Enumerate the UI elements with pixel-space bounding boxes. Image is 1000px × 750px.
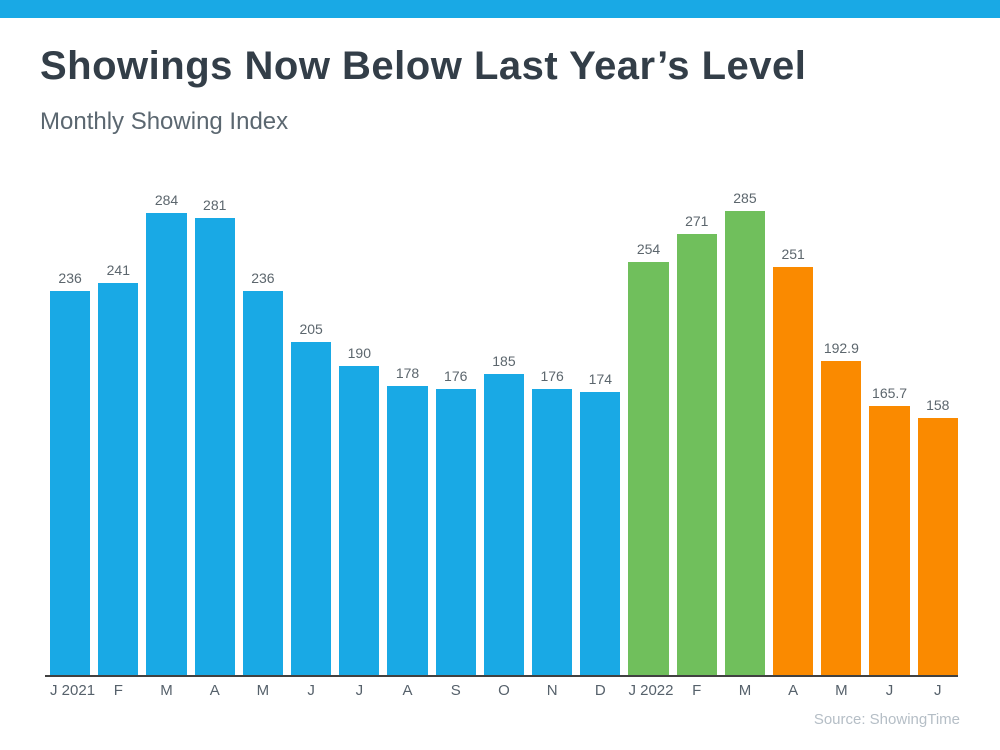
x-axis-labels: J 2021 F M A M J J A S O N D J 2022 F M A M J J <box>50 682 958 699</box>
bar <box>387 385 428 676</box>
bar-value-label: 271 <box>685 212 709 229</box>
top-accent-bar <box>0 0 1000 18</box>
bar-value-label: 192.9 <box>823 340 859 357</box>
bar-group: 158 <box>917 397 958 676</box>
x-axis-label: J 2021 <box>50 682 96 699</box>
bar <box>628 261 669 676</box>
bar <box>532 388 573 676</box>
page-title: Showings Now Below Last Year’s Level <box>40 44 807 88</box>
bar-value-label: 241 <box>106 261 130 278</box>
bar-group: 165.7 <box>869 384 910 676</box>
bar <box>242 290 284 676</box>
bar <box>724 211 766 676</box>
bar <box>676 233 717 676</box>
x-axis-line <box>45 675 958 677</box>
bar-value-label: 185 <box>492 353 516 370</box>
source-attribution: Source: ShowingTime <box>813 711 960 728</box>
bar-value-label: 251 <box>781 245 805 262</box>
x-axis-label: J <box>934 682 942 699</box>
bar-group: 190 <box>339 345 380 676</box>
bar-group: 281 <box>194 196 235 676</box>
bar-group: 176 <box>532 367 573 676</box>
page-subtitle: Monthly Showing Index <box>40 108 289 135</box>
bar-value-label: 285 <box>733 190 757 206</box>
x-axis-label: A <box>209 682 220 699</box>
x-axis-label: J <box>885 682 894 699</box>
bar <box>435 388 476 676</box>
bar-group: 285 <box>724 190 766 676</box>
bar-group: 271 <box>676 212 717 676</box>
bar-value-label: 236 <box>58 269 82 286</box>
x-axis-label: J <box>307 682 315 699</box>
bar-value-label: 284 <box>154 191 179 208</box>
x-axis-label: J <box>355 682 364 699</box>
bar-group: 251 <box>773 245 814 676</box>
bar-group: 254 <box>628 240 669 676</box>
x-axis-label: S <box>450 682 461 699</box>
bar-group: 185 <box>483 353 525 676</box>
bar-group: 178 <box>387 364 428 676</box>
x-axis-label: F <box>113 682 123 699</box>
bar <box>291 341 332 676</box>
bar-group: 241 <box>98 261 139 676</box>
bar <box>146 212 187 676</box>
x-axis-label: O <box>498 682 510 699</box>
bar-value-label: 205 <box>299 320 323 337</box>
bar <box>50 290 91 676</box>
bar-value-label: 174 <box>588 371 613 388</box>
bar <box>773 266 814 676</box>
x-axis-label: N <box>546 682 558 699</box>
bar-group: 284 <box>146 191 187 676</box>
bar-value-label: 236 <box>251 269 275 286</box>
bar-value-label: 178 <box>395 364 420 381</box>
x-axis-label: M <box>256 682 270 699</box>
bar <box>869 405 910 676</box>
bar-value-label: 190 <box>347 345 371 361</box>
x-axis-label: M <box>738 682 752 699</box>
bar-chart-plot-area: 236 241 284 281 236 205 190 178 176 185 176 174 254 2… <box>50 184 958 676</box>
bar-group: 176 <box>435 367 476 676</box>
bar-value-label: 165.7 <box>872 384 908 401</box>
bar <box>339 366 380 676</box>
bar <box>580 392 621 676</box>
bar-value-label: 281 <box>203 196 227 213</box>
x-axis-label: F <box>692 682 702 699</box>
bar <box>917 418 958 676</box>
bar-group: 174 <box>580 371 621 676</box>
bar-value-label: 158 <box>926 397 950 414</box>
bar-group: 192.9 <box>821 340 862 676</box>
bar-value-label: 176 <box>540 367 564 384</box>
x-axis-label: D <box>594 682 606 699</box>
x-axis-label: M <box>160 682 173 699</box>
x-axis-label: J 2022 <box>628 682 674 699</box>
bar-value-label: 254 <box>636 240 661 257</box>
bar <box>98 282 139 676</box>
bar <box>821 361 862 676</box>
x-axis-label: M <box>835 682 848 699</box>
bar <box>194 217 235 676</box>
bar <box>483 374 525 676</box>
bar-group: 236 <box>242 269 284 676</box>
bar-value-label: 176 <box>444 367 468 384</box>
bar-group: 236 <box>50 269 91 676</box>
x-axis-label: A <box>788 682 799 699</box>
bar-group: 205 <box>291 320 332 676</box>
x-axis-label: A <box>402 682 413 699</box>
